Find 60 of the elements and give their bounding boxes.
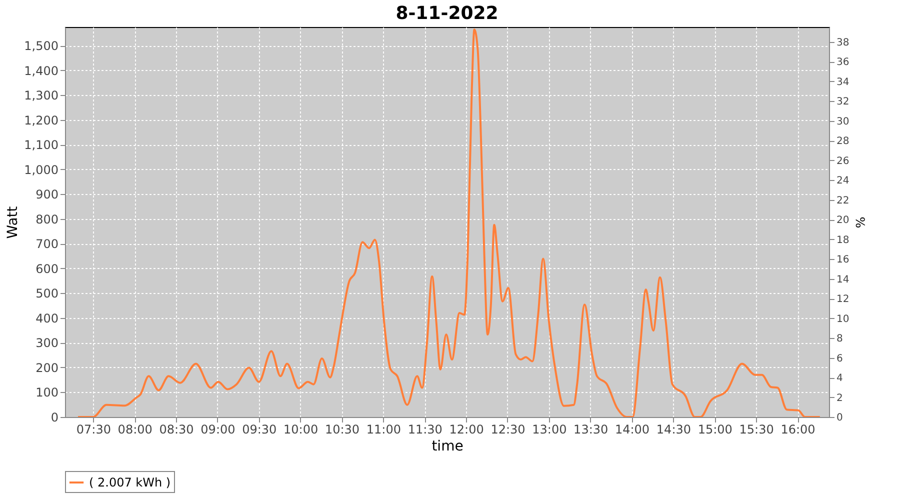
y2-tick-label: 10: [836, 314, 850, 325]
y-tick-label: 1,000: [24, 162, 58, 177]
y-tick-label: 900: [36, 188, 58, 202]
y-tick-label: 800: [36, 212, 58, 226]
y-tick-label: 1,300: [24, 88, 58, 103]
legend-label: ( 2.007 kWh ): [89, 476, 171, 490]
x-tick-label: 12:30: [490, 422, 526, 436]
x-tick-label: 14:30: [656, 422, 692, 436]
y2-tick-label: 4: [836, 373, 843, 384]
x-axis-title: time: [432, 438, 464, 454]
y2-tick-label: 8: [836, 334, 843, 345]
x-tick-label: 09:30: [242, 422, 277, 436]
y2-tick-label: 34: [836, 76, 850, 88]
y2-tick-label: 14: [836, 274, 850, 286]
x-tick-label: 09:00: [200, 422, 236, 436]
y2-axis-title: %: [853, 216, 868, 228]
x-tick-label: 08:00: [118, 422, 152, 436]
y-tick-label: 200: [36, 360, 58, 375]
y-tick-label: 500: [36, 286, 58, 301]
y2-tick-label: 24: [836, 176, 850, 187]
x-tick-label: 11:30: [408, 422, 442, 436]
x-tick-label: 13:00: [532, 422, 567, 436]
line-series: [77, 28, 821, 417]
x-tick-label: 10:30: [324, 422, 360, 436]
y2-tick-label: 16: [836, 254, 850, 266]
x-tick-label: 16:00: [780, 422, 816, 436]
x-tick-label: 12:00: [449, 422, 484, 436]
y-tick-label: 1,400: [24, 64, 58, 78]
y2-tick-label: 38: [836, 37, 850, 48]
y2-tick-label: 28: [836, 136, 850, 148]
y-tick-label: 1,500: [24, 39, 58, 54]
y-axis-title: Watt: [5, 206, 22, 239]
y2-tick-label: 18: [836, 234, 850, 246]
y2-tick-label: 0: [836, 412, 843, 424]
y-tick-label: 0: [50, 410, 58, 424]
y-tick-label: 700: [36, 237, 58, 252]
x-tick-label: 15:00: [698, 422, 732, 436]
y2-tick-label: 12: [836, 294, 850, 306]
chart-title: 8-11-2022: [396, 3, 498, 24]
x-tick-label: 07:30: [76, 422, 111, 436]
y-tick-label: 1,200: [24, 113, 58, 128]
y2-tick-label: 22: [836, 195, 850, 206]
y-tick-label: 600: [36, 262, 58, 276]
y-tick-label: 300: [36, 336, 58, 350]
x-tick-label: 13:30: [574, 422, 608, 436]
x-tick-label: 14:00: [614, 422, 650, 436]
y2-tick-label: 32: [836, 96, 850, 108]
y-tick-label: 1,100: [24, 138, 58, 152]
x-tick-label: 08:30: [159, 422, 194, 436]
y-tick-label: 400: [36, 311, 58, 326]
y2-tick-label: 2: [836, 392, 843, 404]
y2-tick-label: 30: [836, 116, 850, 128]
x-tick-label: 15:30: [739, 422, 774, 436]
y2-tick-label: 6: [836, 353, 843, 364]
y2-tick-label: 26: [836, 156, 850, 167]
x-tick-label: 10:00: [284, 422, 318, 436]
x-tick-label: 11:00: [366, 422, 401, 436]
y-tick-label: 100: [36, 386, 58, 400]
y2-tick-label: 20: [836, 215, 850, 226]
y2-tick-label: 36: [836, 57, 850, 68]
